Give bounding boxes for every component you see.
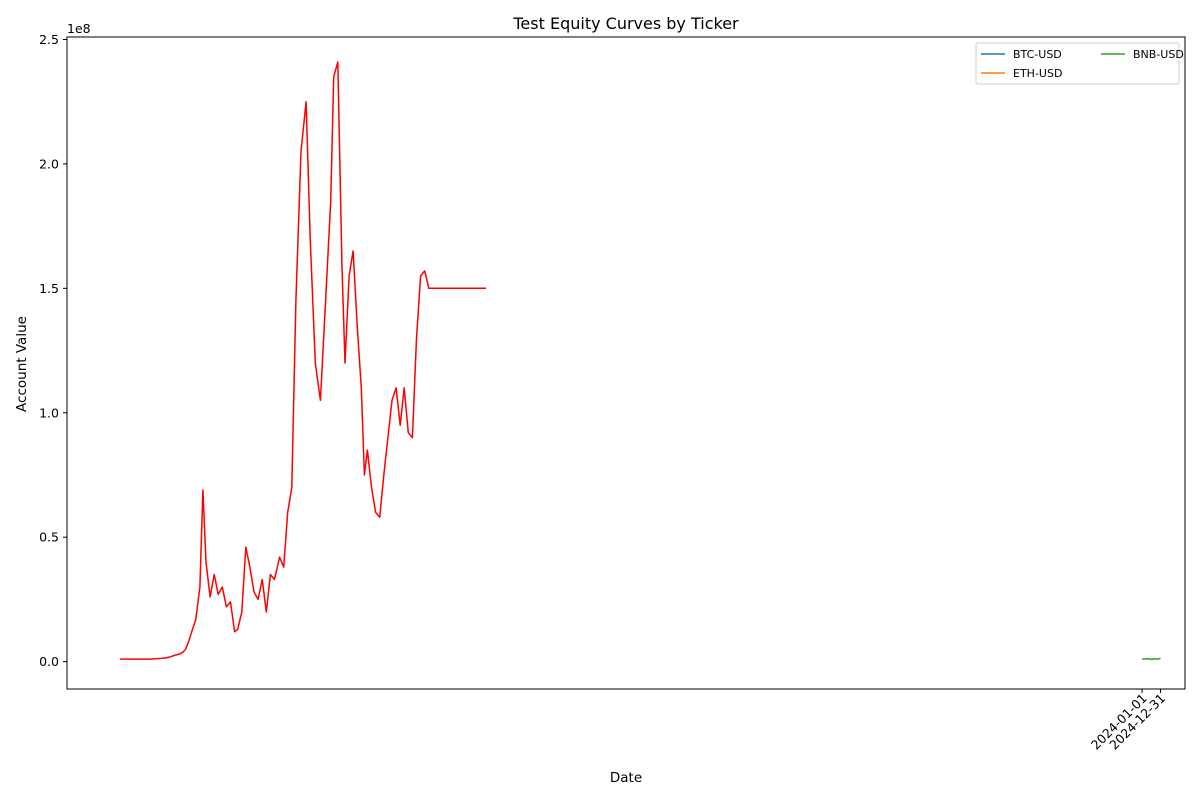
series-line-bnb-usd: [1142, 657, 1161, 661]
y-offset-label: 1e8: [67, 21, 91, 36]
plot-area: [120, 61, 1161, 661]
y-tick-label: 0.0: [39, 654, 59, 669]
y-tick-label: 1.5: [39, 281, 59, 296]
plot-frame: [66, 36, 1186, 690]
y-tick-label: 2.5: [39, 32, 59, 47]
legend-box: [975, 42, 1180, 85]
legend: BTC-USD ETH-USD BNB-USD: [975, 42, 1184, 85]
y-axis: 0.0 0.5 1.0 1.5 2.0 2.5: [39, 32, 67, 669]
y-tick-label: 1.0: [39, 405, 59, 420]
y-tick-label: 0.5: [39, 530, 59, 545]
x-axis-title: Date: [610, 770, 642, 786]
legend-label: BNB-USD: [1133, 48, 1184, 61]
y-tick-label: 2.0: [39, 156, 59, 171]
legend-label: BTC-USD: [1013, 48, 1062, 61]
series-line-unnamed-0: [120, 61, 486, 660]
chart-title: Test Equity Curves by Ticker: [512, 14, 739, 33]
legend-label: ETH-USD: [1013, 67, 1062, 80]
y-axis-title: Account Value: [14, 316, 30, 412]
